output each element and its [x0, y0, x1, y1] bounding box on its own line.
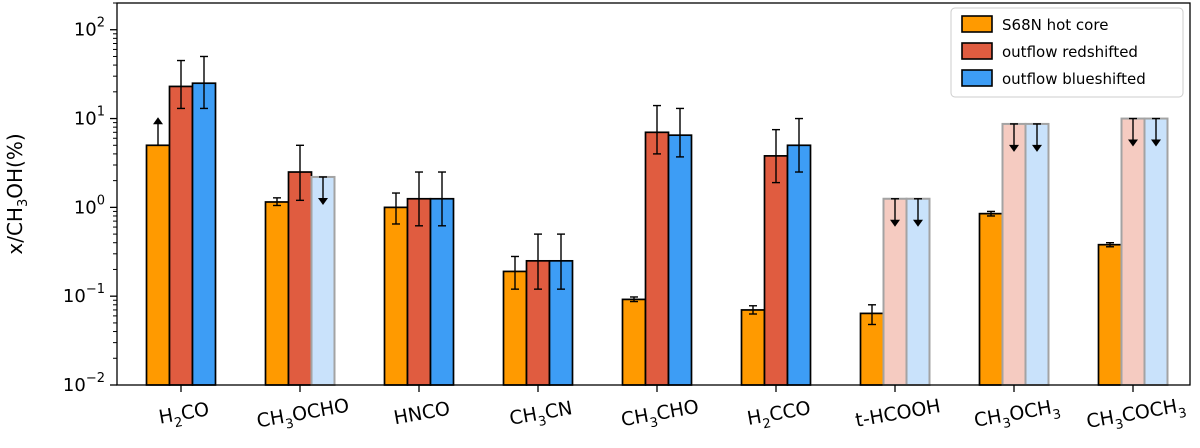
x-tick-label-hnco: HNCO: [392, 398, 452, 430]
y-tick-label: 10−2: [63, 371, 105, 396]
label-subscript: 2: [173, 415, 184, 431]
label-subscript: 3: [537, 414, 548, 430]
legend-label-blueshifted: outflow blueshifted: [1002, 70, 1146, 88]
bar-s68n-hot-core-h2cco: [740, 309, 766, 386]
x-tick-label-ch3och3: CH3OCH3: [972, 395, 1062, 437]
y-tick-exponent: 0: [97, 193, 105, 208]
y-axis-label-sub: 3: [16, 199, 31, 207]
bar-s68n-hot-core-ch3och3: [978, 212, 1004, 386]
bar-outflow-blueshifted-ch3cho: [667, 134, 693, 386]
legend-swatch-blueshifted: [961, 69, 993, 87]
y-tick-exponent: −2: [86, 371, 105, 386]
upper-limit-arrowhead: [913, 219, 923, 227]
x-tick-label-h2co: H2CO: [157, 398, 212, 433]
y-axis-label-suffix: OH(%): [3, 133, 27, 198]
legend-swatch-redshifted: [961, 42, 993, 60]
x-axis: H2CO CH3OCHO HNCO CH3CN CH3CHO H2CCO t-HCOOH CH…: [157, 385, 1188, 438]
upper-limit-arrowhead: [1151, 139, 1161, 147]
bar-outflow-redshifted-hnco: [406, 197, 432, 386]
upper-limit-arrowhead: [1009, 144, 1019, 152]
legend-label-hot-core: S68N hot core: [1002, 16, 1108, 34]
label-part: H: [157, 405, 175, 429]
y-tick-base: 10: [74, 109, 97, 130]
label-part: COCH: [1120, 395, 1179, 426]
upper-limit-arrowhead: [1128, 139, 1138, 147]
label-part: CH: [619, 405, 650, 431]
bar-outflow-blueshifted-h2cco: [786, 144, 812, 386]
label-part: CN: [543, 397, 574, 423]
y-tick-base: 10: [74, 20, 97, 41]
legend-frame: [950, 7, 1184, 98]
label-part: CHO: [655, 396, 701, 425]
label-subscript: 3: [1002, 416, 1013, 432]
label-part: CH: [1085, 407, 1116, 433]
upper-limit-arrowhead: [1032, 144, 1042, 152]
bar-outflow-redshifted-ch3och3: [1001, 122, 1027, 386]
y-axis-label: x/CH3OH(%): [3, 133, 31, 254]
label-subscript: 3: [649, 415, 660, 431]
bar-outflow-blueshifted-h2co: [191, 82, 217, 386]
label-subscript: 3: [1114, 417, 1125, 433]
y-tick-base: 10: [63, 375, 86, 396]
legend-swatch-hot-core: [961, 15, 993, 33]
label-part: HNCO: [392, 398, 452, 430]
label-part: CH: [255, 406, 286, 432]
label-part: OCH: [1008, 397, 1054, 426]
bar-s68n-hot-core-ch3coch3: [1097, 243, 1123, 386]
y-tick-base: 10: [63, 286, 86, 307]
label-subscript: 3: [1177, 406, 1188, 422]
y-tick-label: 10−1: [63, 282, 105, 307]
lower-limit-arrowhead: [153, 117, 163, 125]
bar-outflow-blueshifted-ch3coch3: [1143, 117, 1169, 387]
bar-s68n-hot-core-ch3cho: [621, 298, 647, 386]
x-tick-label-ch3cn: CH3CN: [508, 397, 575, 435]
bar-outflow-blueshifted-ch3och3: [1024, 122, 1050, 386]
label-part: OCHO: [290, 395, 350, 427]
x-tick-label-ch3coch3: CH3COCH3: [1085, 394, 1188, 438]
bar-outflow-redshifted-h2co: [168, 85, 194, 386]
bar-outflow-blueshifted-ch3ocho: [310, 175, 336, 386]
bar-outflow-redshifted-h2cco: [763, 155, 789, 386]
plot-frame: [116, 2, 1191, 386]
error-bars-layer: [153, 55, 1161, 326]
y-tick-exponent: 1: [97, 105, 105, 120]
upper-limit-arrowhead: [318, 197, 328, 205]
y-tick-label: 101: [74, 105, 105, 130]
legend: S68N hot core outflow redshifted outflow…: [950, 7, 1184, 98]
y-axis-label-prefix: x/CH: [3, 207, 27, 255]
bar-s68n-hot-core-h2co: [145, 144, 171, 386]
legend-label-redshifted: outflow redshifted: [1002, 43, 1138, 61]
y-tick-exponent: 2: [97, 16, 105, 31]
y-tick-label: 102: [74, 16, 105, 41]
label-part: CH: [972, 405, 1003, 431]
y-tick-exponent: −1: [86, 282, 105, 297]
bar-outflow-blueshifted-hnco: [429, 197, 455, 386]
bar-outflow-redshifted-ch3coch3: [1120, 117, 1146, 387]
x-tick-label-h2cco: H2CCO: [745, 397, 813, 435]
label-part: CCO: [768, 397, 813, 426]
label-subscript: 2: [762, 416, 773, 432]
label-part: t-HCOOH: [854, 395, 943, 432]
label-subscript: 3: [1052, 407, 1063, 423]
x-tick-label-t-hcooh: t-HCOOH: [854, 395, 943, 432]
label-part: CO: [179, 398, 211, 425]
y-tick-base: 10: [74, 197, 97, 218]
bar-s68n-hot-core-ch3ocho: [264, 201, 290, 386]
bar-s68n-hot-core-hnco: [383, 206, 409, 386]
bar-outflow-redshifted-ch3cho: [644, 131, 670, 386]
label-subscript: 3: [284, 416, 295, 432]
x-tick-label-ch3ocho: CH3OCHO: [255, 395, 352, 438]
x-tick-label-ch3cho: CH3CHO: [619, 396, 701, 436]
bar-outflow-redshifted-ch3ocho: [287, 171, 313, 386]
label-part: H: [745, 406, 763, 430]
upper-limit-arrowhead: [890, 219, 900, 227]
y-tick-label: 100: [74, 193, 105, 218]
label-part: CH: [508, 403, 539, 429]
